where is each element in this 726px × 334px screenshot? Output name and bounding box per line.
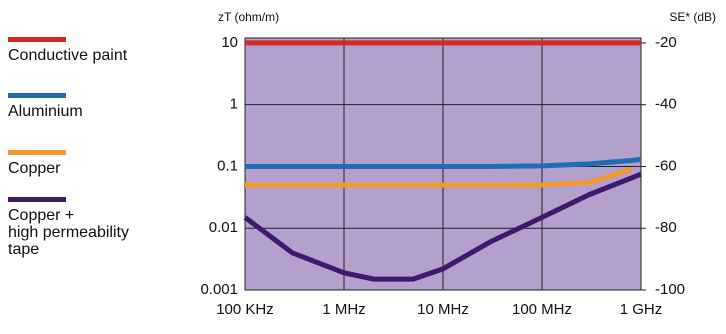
legend-swatch xyxy=(8,93,66,98)
legend-label: Copper xyxy=(8,160,61,177)
legend-label: Copper + high permeability tape xyxy=(8,207,129,258)
legend-item: Copper xyxy=(8,150,198,177)
y-tick-label: 0.001 xyxy=(200,281,238,298)
y2-tick-label: -20 xyxy=(655,34,677,51)
series-line xyxy=(243,171,642,282)
legend-swatch xyxy=(8,37,66,42)
y2-tick-label: -40 xyxy=(655,96,677,113)
x-tick-label: 10 MHz xyxy=(417,301,469,318)
legend-label: Conductive paint xyxy=(8,47,128,64)
legend-swatch xyxy=(8,150,66,155)
legend-label: Aluminium xyxy=(8,103,83,120)
y-tick-label: 0.01 xyxy=(209,219,238,236)
y2-tick-label: -100 xyxy=(655,281,685,298)
y-tick-label: 0.1 xyxy=(217,157,238,174)
legend-item: Conductive paint xyxy=(8,37,198,64)
y-axis-label: zT (ohm/m) xyxy=(218,10,279,24)
x-tick-label: 1 MHz xyxy=(322,301,365,318)
legend-item: Copper + high permeability tape xyxy=(8,197,198,258)
y2-axis-label: SE* (dB) xyxy=(669,10,716,24)
y2-tick-label: -80 xyxy=(655,219,677,236)
series-line xyxy=(245,156,642,169)
series-line xyxy=(245,166,633,188)
y2-tick-label: -60 xyxy=(655,157,677,174)
x-tick-label: 100 MHz xyxy=(512,301,572,318)
x-tick-label: 100 KHz xyxy=(216,301,274,318)
y-tick-label: 1 xyxy=(230,96,238,113)
x-tick-label: 1 GHz xyxy=(620,301,663,318)
y-tick-label: 10 xyxy=(221,34,238,51)
legend-item: Aluminium xyxy=(8,93,198,120)
legend-swatch xyxy=(8,197,66,202)
